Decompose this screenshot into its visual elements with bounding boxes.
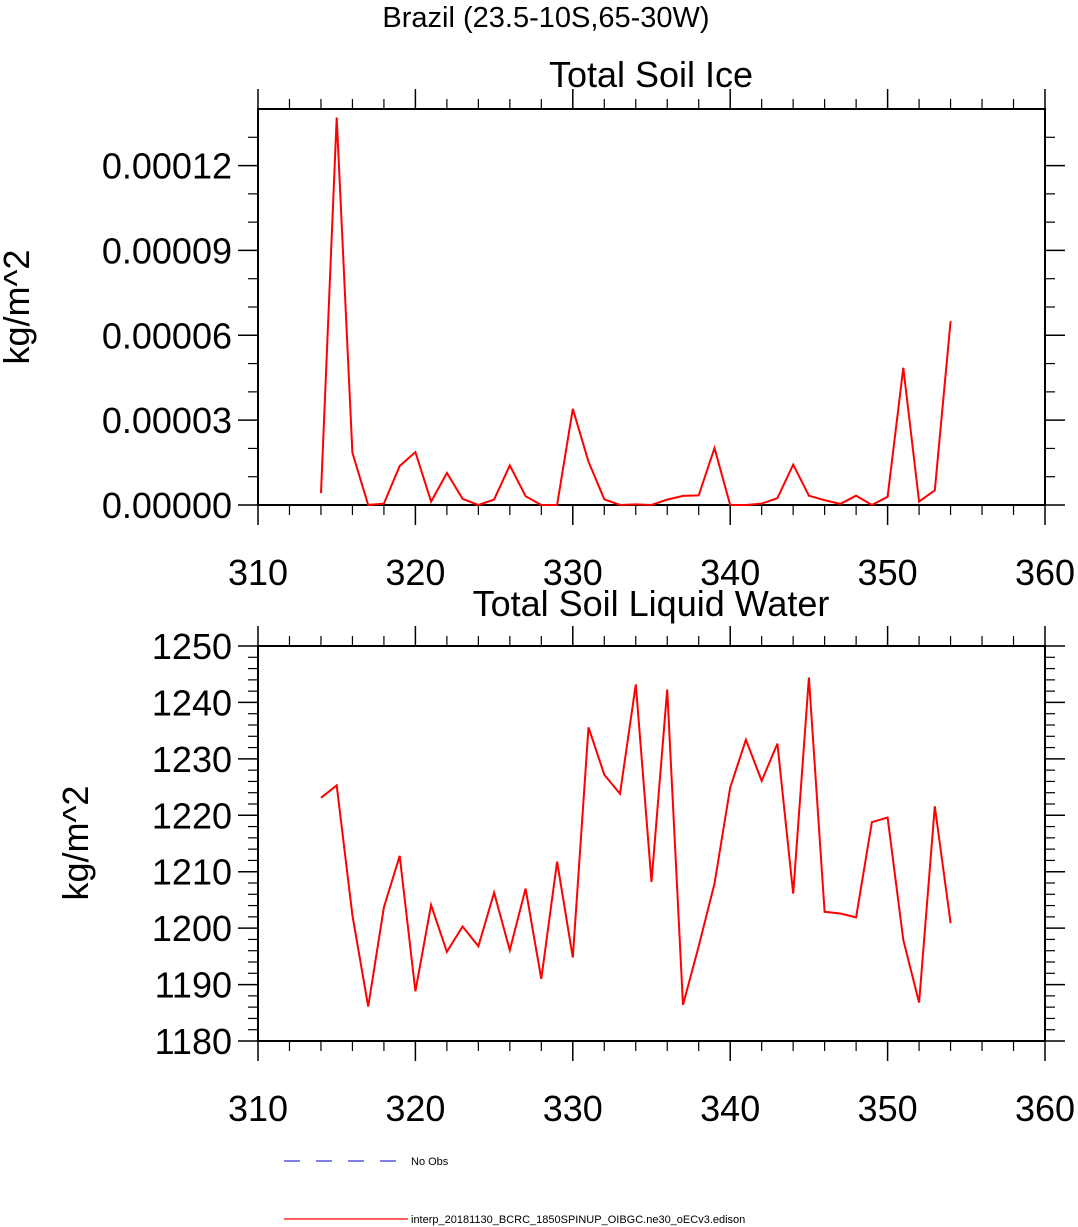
soil-ice-ticks: 310 320 330 340 350 360 0.00000 0.00003 0.00006 0… <box>102 89 1075 593</box>
soil-liquid-water-y-tick-label: 1220 <box>152 795 232 836</box>
soil-liquid-water-plot-frame <box>257 645 1046 1042</box>
soil-ice-panel: Total Soil Ice kg/m^2 310 320 330 340 350 360… <box>0 54 1075 593</box>
legend: No Obs interp_20181130_BCRC_1850SPINUP_O… <box>284 1156 745 1226</box>
soil-ice-series <box>320 117 952 507</box>
soil-liquid-water-y-tick-label: 1190 <box>155 965 232 1006</box>
soil-liquid-water-y-tick-label: 1180 <box>155 1021 232 1062</box>
soil-ice-x-tick-label: 350 <box>858 552 918 593</box>
soil-liquid-water-series-line-0 <box>320 677 952 1007</box>
soil-ice-series-line-0 <box>320 117 952 507</box>
soil-ice-ylabel: kg/m^2 <box>0 250 37 365</box>
soil-ice-y-tick-label: 0.00000 <box>102 485 232 526</box>
soil-liquid-water-y-tick-label: 1250 <box>152 626 232 667</box>
soil-ice-y-tick-label: 0.00006 <box>102 315 232 356</box>
soil-ice-plot-frame <box>257 108 1046 506</box>
soil-liquid-water-x-tick-label: 360 <box>1015 1088 1075 1129</box>
soil-liquid-water-series <box>320 677 952 1007</box>
soil-ice-y-tick-label: 0.00012 <box>102 146 232 187</box>
soil-ice-title: Total Soil Ice <box>549 54 753 95</box>
soil-liquid-water-y-tick-label: 1200 <box>152 908 232 949</box>
soil-ice-x-tick-label: 320 <box>385 552 445 593</box>
soil-liquid-water-ticks: 310 320 330 340 350 360 1180 1190 1200 1210 1220 12… <box>152 626 1075 1129</box>
soil-ice-x-tick-label: 330 <box>543 552 603 593</box>
soil-liquid-water-y-tick-label: 1230 <box>152 739 232 780</box>
soil-liquid-water-y-tick-label: 1240 <box>152 682 232 723</box>
soil-liquid-water-panel: Total Soil Liquid Water kg/m^2 310 320 330… <box>55 583 1075 1129</box>
soil-ice-y-tick-label: 0.00009 <box>102 230 232 271</box>
soil-ice-x-tick-label: 340 <box>700 552 760 593</box>
legend-entry-model-run: interp_20181130_BCRC_1850SPINUP_OIBGC.ne… <box>284 1214 745 1226</box>
legend-label-no-obs: No Obs <box>411 1156 449 1168</box>
soil-liquid-water-title: Total Soil Liquid Water <box>473 583 830 624</box>
soil-liquid-water-x-tick-label: 330 <box>543 1088 603 1129</box>
soil-ice-y-tick-label: 0.00003 <box>102 400 232 441</box>
legend-label-model-run: interp_20181130_BCRC_1850SPINUP_OIBGC.ne… <box>411 1214 745 1226</box>
soil-liquid-water-ylabel: kg/m^2 <box>55 786 96 901</box>
figure-title: Brazil (23.5-10S,65-30W) <box>382 2 709 34</box>
legend-entry-no-obs: No Obs <box>284 1156 449 1168</box>
soil-liquid-water-x-tick-label: 340 <box>700 1088 760 1129</box>
soil-ice-x-tick-label: 360 <box>1015 552 1075 593</box>
soil-liquid-water-y-tick-label: 1210 <box>152 852 232 893</box>
soil-liquid-water-x-tick-label: 320 <box>385 1088 445 1129</box>
soil-liquid-water-x-tick-label: 350 <box>858 1088 918 1129</box>
soil-ice-x-tick-label: 310 <box>228 552 288 593</box>
soil-liquid-water-x-tick-label: 310 <box>228 1088 288 1129</box>
